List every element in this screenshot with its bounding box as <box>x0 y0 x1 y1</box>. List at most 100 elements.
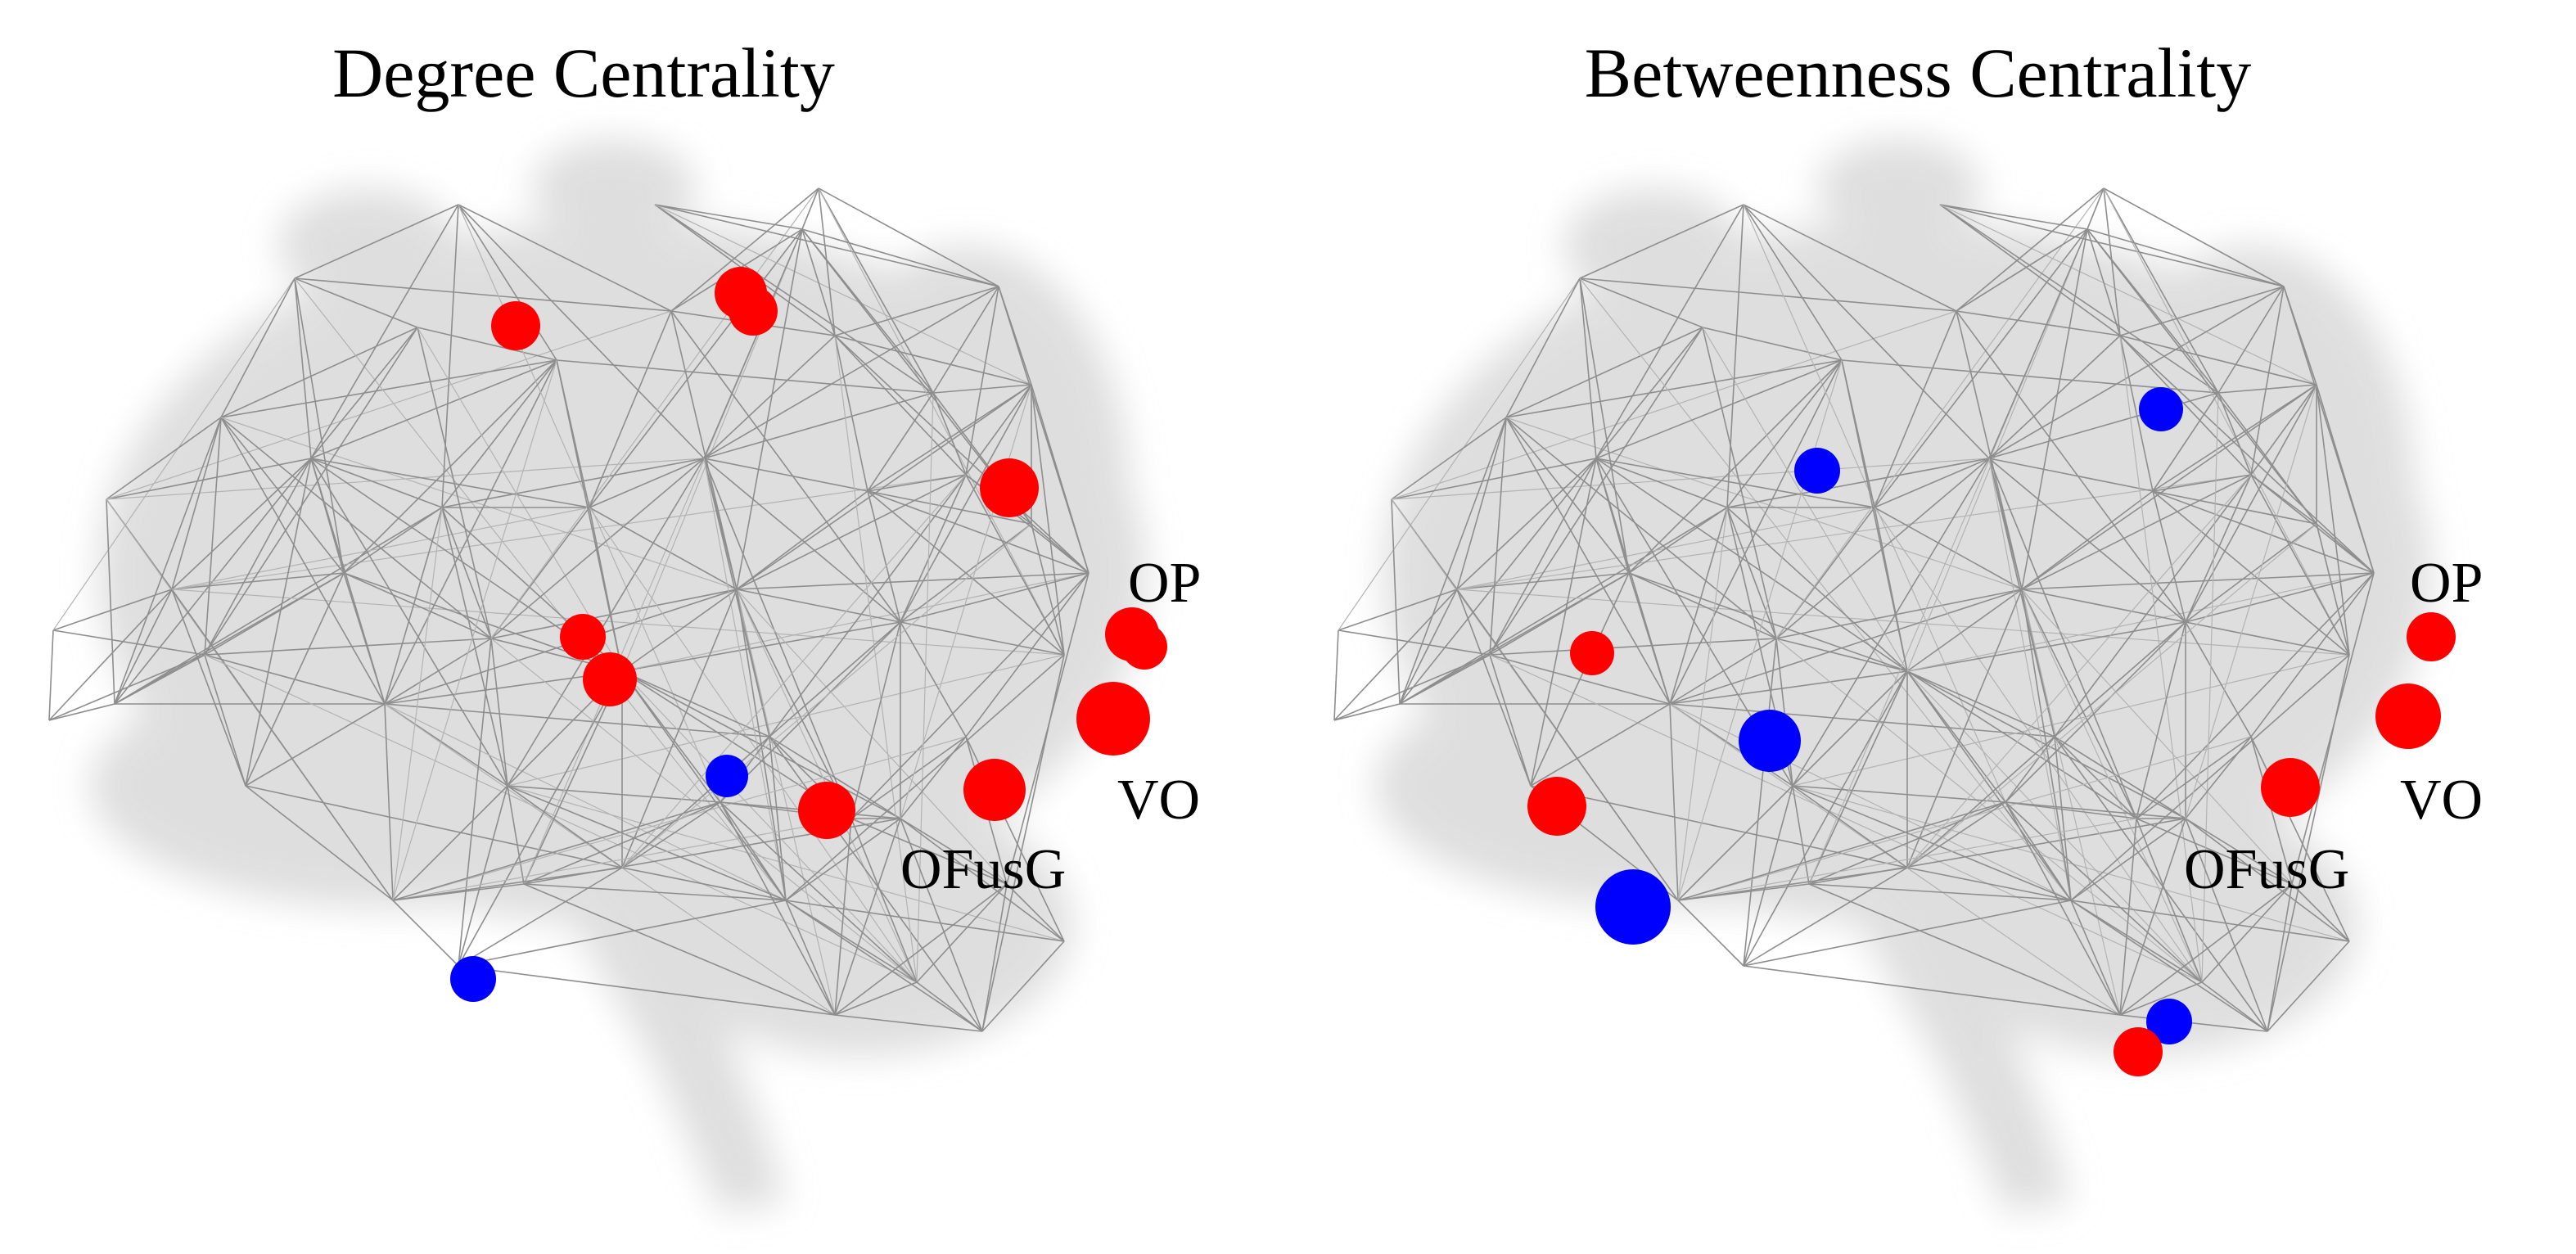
network-edge <box>2054 736 2268 1032</box>
network-edge <box>1505 417 2023 590</box>
network-edge <box>204 458 312 656</box>
network-edge <box>1906 867 2072 901</box>
network-edge <box>720 801 918 983</box>
network-edge <box>1743 638 1777 967</box>
network-edge <box>834 818 852 1016</box>
network-edge <box>589 310 672 508</box>
network-edge <box>2185 818 2268 1032</box>
network-edge <box>392 818 852 901</box>
network-edge <box>417 327 557 361</box>
network-edge <box>1579 277 1630 574</box>
network-edge <box>2054 621 2186 738</box>
hub-node-blue <box>2139 387 2183 431</box>
region-label-vo: VO <box>1117 769 1200 832</box>
network-edge <box>310 327 418 459</box>
network-edge <box>507 785 787 901</box>
network-edge <box>1906 670 2072 901</box>
network-edge <box>392 785 508 901</box>
network-edge <box>900 818 1065 942</box>
network-edge <box>1988 335 2121 459</box>
network-edge <box>736 589 787 901</box>
network-edge <box>1906 736 2055 868</box>
network-edge <box>2021 589 2121 1016</box>
network-nodes <box>1527 387 2456 1076</box>
panel-degree-centrality: Degree Centrality OP VO OFusG <box>48 34 1201 1211</box>
network-edge <box>1874 507 2203 983</box>
network-edge <box>965 572 1089 738</box>
network-edge <box>2217 392 2252 476</box>
network-edge <box>850 736 967 819</box>
network-edge <box>621 670 918 983</box>
network-edge <box>1939 204 2219 394</box>
hub-node-red <box>2375 683 2441 749</box>
network-edge <box>1669 507 1728 705</box>
network-edge <box>245 785 623 868</box>
network-edge <box>621 589 738 672</box>
network-edge <box>589 228 803 508</box>
network-edge <box>458 965 836 1016</box>
network-edge <box>1505 417 1630 574</box>
network-edge <box>2119 818 2137 1016</box>
network-edge <box>1906 589 2023 672</box>
network-edge <box>2185 474 2252 623</box>
network-edge <box>654 204 1032 386</box>
network-edge <box>523 883 787 901</box>
network-edge <box>834 335 1089 574</box>
network-edge <box>204 654 246 787</box>
network-edge <box>2152 474 2252 492</box>
network-edge <box>1333 703 1401 721</box>
network-edge <box>2119 883 2293 1016</box>
network-edge <box>294 277 312 459</box>
network-edge <box>1505 359 1843 418</box>
network-edge <box>818 187 999 287</box>
network-edge <box>48 629 54 721</box>
network-edge <box>1792 785 2006 803</box>
network-edge <box>1743 204 1957 312</box>
panel-betweenness-centrality: Betweenness Centrality OP VO OFusG <box>1333 34 2483 1211</box>
network-edge <box>1775 187 2105 639</box>
network-edge <box>1792 654 2350 787</box>
network-edge <box>171 417 222 590</box>
network-edge <box>1677 818 2137 901</box>
network-edge <box>801 187 819 230</box>
network-edge <box>818 187 1065 656</box>
network-edge <box>2070 654 2350 901</box>
network-edge <box>916 981 983 1032</box>
network-edge <box>867 490 901 623</box>
network-edge <box>245 703 386 787</box>
network-edge <box>1530 572 1630 787</box>
network-edge <box>171 589 1065 656</box>
network-edge <box>703 335 836 459</box>
network-edge <box>621 474 967 868</box>
region-label-op: OP <box>1128 552 1201 615</box>
network-edge <box>965 286 999 476</box>
network-edge <box>981 654 1065 1032</box>
network-edge <box>523 670 623 885</box>
hub-node-blue <box>1595 869 1671 945</box>
network-edge <box>1399 507 1728 705</box>
network-edge <box>1669 670 1908 705</box>
network-edge <box>1702 327 1777 639</box>
network-edge <box>621 867 787 901</box>
network-edge <box>507 654 1065 787</box>
network-edge <box>392 801 721 901</box>
network-edge <box>1677 507 1728 901</box>
hub-node-blue <box>706 755 748 797</box>
network-edge <box>2217 286 2285 394</box>
network-edge <box>834 883 1008 1016</box>
panel-title: Betweenness Centrality <box>1585 34 2251 112</box>
network-edge <box>589 507 738 590</box>
network-edge <box>900 621 967 738</box>
network-edge <box>834 335 918 983</box>
network-edge <box>2136 621 2186 819</box>
network-edge <box>220 277 295 418</box>
network-edge <box>507 785 623 868</box>
network-edge <box>2119 286 2285 336</box>
network-edge <box>441 458 705 508</box>
network-edge <box>343 507 443 574</box>
network-edge <box>834 335 868 492</box>
network-edge <box>1775 589 2023 639</box>
network-edge <box>900 572 1089 623</box>
network-edges <box>48 187 1089 1032</box>
network-edge <box>106 417 222 500</box>
